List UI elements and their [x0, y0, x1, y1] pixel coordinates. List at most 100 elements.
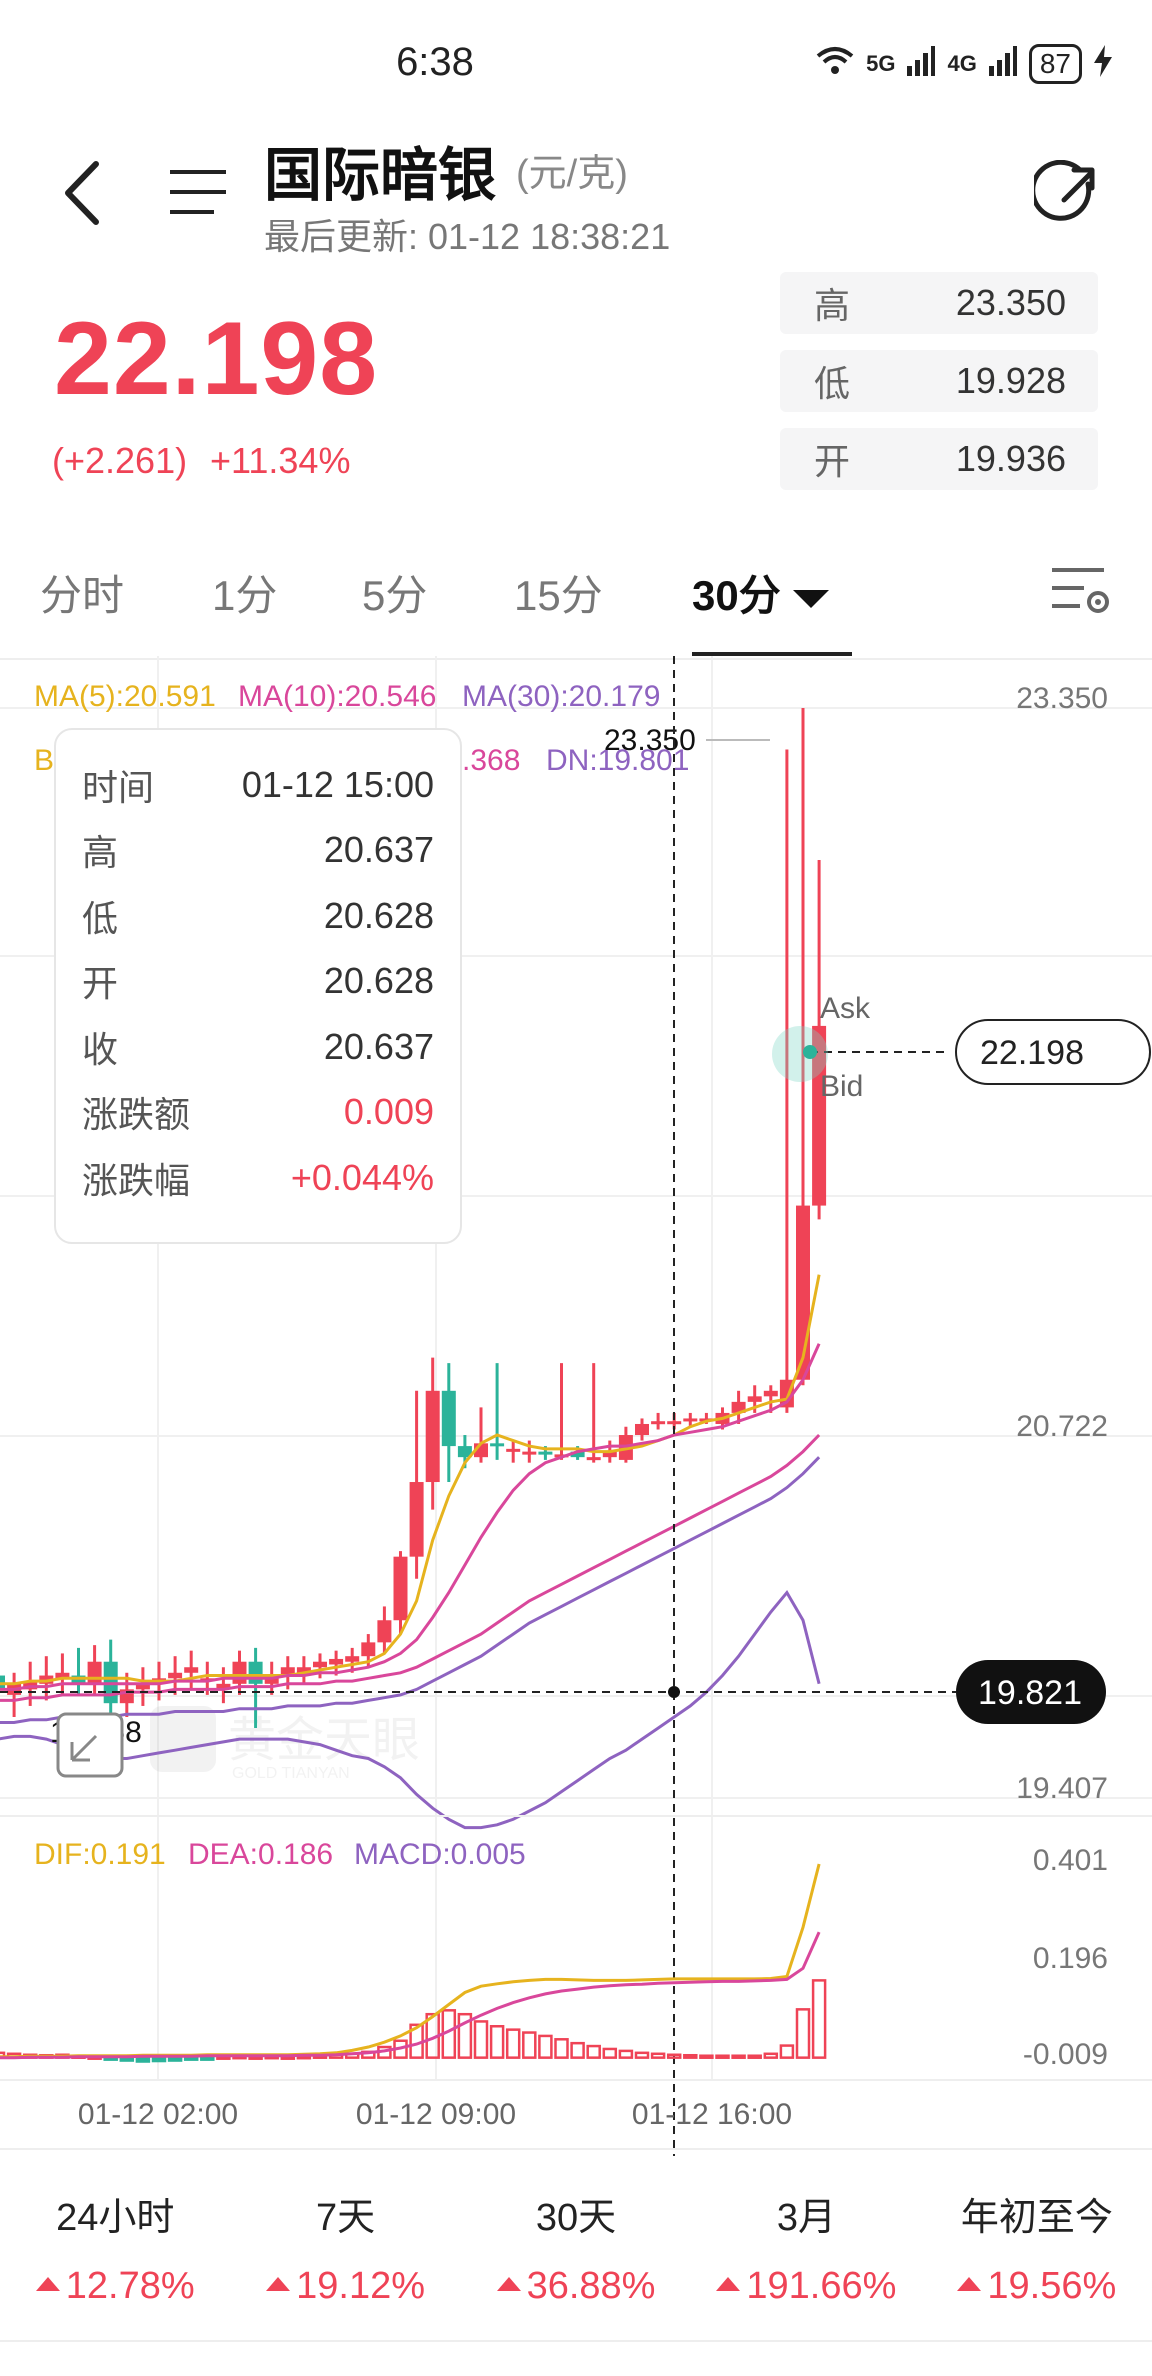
candle-body: [506, 1448, 521, 1452]
tab-timeshare[interactable]: 分时: [40, 572, 125, 619]
charging-icon: [1094, 44, 1112, 84]
stat-label: 30天: [535, 2197, 617, 2239]
candle-body: [232, 1661, 247, 1684]
open-price-box: 开 19.936: [780, 428, 1098, 490]
chevron-down-icon: [792, 589, 829, 608]
macd-bar: [731, 2054, 746, 2059]
candle-body: [409, 1482, 424, 1557]
stat-3m[interactable]: 3月 191.66%: [691, 2160, 921, 2307]
max-price-label: 23.350: [604, 724, 696, 757]
stat-value-text: 36.88%: [526, 2265, 656, 2307]
price-unit: (元/克): [516, 153, 628, 195]
tooltip-row-change: 涨跌额 0.009: [82, 1080, 434, 1146]
tooltip-value: +0.044%: [290, 1156, 434, 1198]
macd-axis-label: -0.009: [1023, 2038, 1108, 2071]
macd-bar: [602, 2047, 618, 2059]
page-title: 国际暗银: [264, 143, 497, 208]
tooltip-label: 涨跌额: [82, 1094, 191, 1136]
low-value: 19.928: [955, 360, 1066, 401]
last-updated: 最后更新: 01-12 18:38:21: [264, 216, 671, 257]
macd-bar: [699, 2054, 714, 2059]
tooltip-value: 0.009: [343, 1091, 434, 1133]
tab-5min[interactable]: 5分: [362, 572, 428, 619]
candle-body: [55, 1672, 70, 1679]
macd-bar: [167, 2056, 183, 2062]
stat-value-text: 19.56%: [987, 2265, 1117, 2307]
active-tab-indicator: [692, 652, 852, 656]
boll-legend-mb: .368: [462, 744, 520, 777]
candle-body: [570, 1451, 585, 1458]
tooltip-label: 高: [82, 832, 119, 874]
signal-4g-label: 4G: [947, 51, 977, 76]
macd-bar: [505, 2028, 521, 2059]
ma5-legend: MA(5):20.591: [34, 680, 216, 713]
ma10-line: [0, 1343, 821, 1691]
low-price-box: 低 19.928: [780, 350, 1098, 412]
chart-settings-icon[interactable]: [1050, 562, 1112, 618]
candle-body: [296, 1667, 311, 1673]
back-icon[interactable]: [58, 158, 108, 228]
stat-ytd[interactable]: 年初至今 19.56%: [922, 2160, 1152, 2307]
macd-bar: [489, 2025, 505, 2059]
macd-bar: [135, 2056, 151, 2063]
tooltip-value: 20.637: [323, 1025, 434, 1067]
tab-1min[interactable]: 1分: [212, 572, 278, 619]
signal-bars-icon: [988, 45, 1017, 83]
price-axis-label: 23.350: [1016, 682, 1108, 715]
candle-body: [538, 1451, 553, 1455]
ma30-line: [0, 1433, 821, 1702]
stat-label: 7天: [316, 2197, 376, 2239]
current-price-glow: [772, 1026, 828, 1082]
arrow-up-icon: [35, 2276, 60, 2291]
boll-dn-line: [0, 1589, 821, 1830]
candle-body: [602, 1451, 617, 1458]
menu-icon[interactable]: [168, 168, 228, 216]
stat-30d[interactable]: 30天 36.88%: [461, 2160, 691, 2307]
tab-15min[interactable]: 15分: [514, 572, 603, 619]
tooltip-value: 01-12 15:00: [241, 763, 434, 805]
share-icon[interactable]: [1030, 159, 1104, 230]
price-change-percent: +11.34%: [210, 440, 351, 481]
time-axis-label: 01-12 16:00: [632, 2098, 792, 2131]
dea-line: [0, 1931, 821, 2060]
wifi-icon: [816, 46, 854, 83]
tooltip-row-close: 收 20.637: [82, 1014, 434, 1080]
stat-label: 3月: [776, 2197, 836, 2239]
macd-bar: [795, 2008, 811, 2059]
candle-body: [683, 1418, 698, 1422]
stat-value: 36.88%: [461, 2265, 691, 2308]
macd-bar: [683, 2053, 698, 2059]
macd-bar: [522, 2031, 537, 2059]
current-price: 22.198: [54, 301, 379, 417]
stat-7d[interactable]: 7天 19.12%: [230, 2160, 460, 2307]
macd-bar: [554, 2038, 569, 2059]
tooltip-value: 20.637: [323, 829, 434, 871]
price-chart[interactable]: MA(5):20.591 MA(10):20.546 MA(30):20.179…: [0, 656, 1152, 2156]
stats-divider: [0, 2148, 1152, 2150]
status-time: 6:38: [396, 40, 474, 84]
macd-bar: [473, 2020, 489, 2059]
macd-bar: [183, 2056, 199, 2061]
candle-body: [329, 1658, 344, 1665]
candle-body: [586, 1457, 601, 1461]
macd-bar: [715, 2054, 730, 2059]
price-axis-label: 20.722: [1016, 1410, 1108, 1443]
candle-body: [87, 1661, 102, 1684]
candle-body: [763, 1390, 778, 1397]
ask-label: Ask: [820, 992, 871, 1025]
candle-body: [248, 1661, 263, 1684]
reset-zoom-icon[interactable]: [56, 1712, 124, 1778]
tab-30min[interactable]: 30分: [692, 562, 829, 623]
stat-value: 12.78%: [0, 2265, 230, 2308]
macd-bar: [666, 2053, 682, 2059]
price-axis-label: 19.407: [1016, 1772, 1108, 1805]
tooltip-row-percent: 涨跌幅 +0.044%: [82, 1145, 434, 1211]
stat-value: 191.66%: [691, 2265, 921, 2308]
bottom-divider: [0, 2340, 1152, 2342]
stat-24h[interactable]: 24小时 12.78%: [0, 2160, 230, 2307]
performance-stats: 24小时 12.78% 7天 19.12% 30天 36.88% 3月 191.…: [0, 2160, 1152, 2307]
candle-body: [812, 1025, 827, 1206]
tooltip-label: 低: [82, 897, 119, 939]
candle-body: [651, 1421, 666, 1425]
stat-value-text: 191.66%: [746, 2265, 897, 2307]
